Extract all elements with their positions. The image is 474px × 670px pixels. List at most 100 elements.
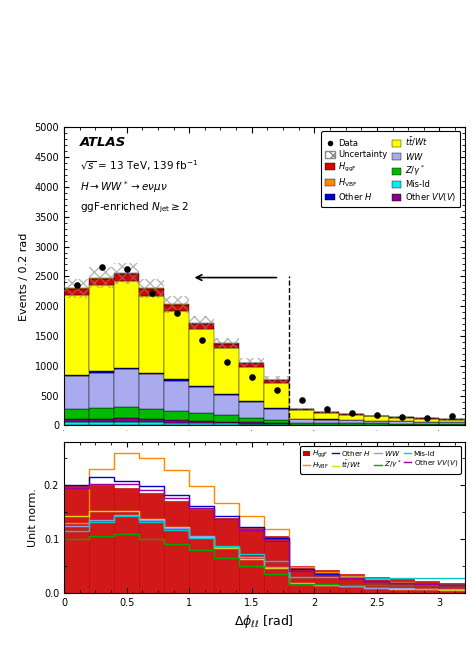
Bar	[264, 423, 289, 424]
Point	[198, 334, 205, 345]
Bar	[164, 311, 189, 379]
Bar	[164, 411, 189, 420]
Bar	[289, 566, 314, 593]
Bar	[189, 328, 214, 386]
Bar	[439, 419, 465, 421]
Bar	[289, 419, 314, 423]
Bar	[89, 485, 114, 593]
Y-axis label: Events / 0.2 rad: Events / 0.2 rad	[19, 232, 29, 320]
Bar	[89, 285, 114, 371]
Bar	[339, 423, 365, 425]
Bar	[114, 275, 139, 281]
Bar	[164, 296, 189, 313]
Bar	[114, 488, 139, 593]
Bar	[314, 419, 339, 423]
Bar	[114, 421, 139, 425]
Bar	[214, 421, 239, 423]
Bar	[314, 413, 339, 419]
Bar	[365, 417, 390, 421]
Bar	[339, 420, 365, 423]
Bar	[89, 371, 114, 373]
Bar	[390, 421, 414, 423]
Bar	[314, 570, 339, 593]
Point	[323, 403, 331, 414]
Bar	[89, 278, 114, 279]
Bar	[114, 281, 139, 368]
Bar	[289, 408, 314, 410]
Bar	[289, 410, 314, 419]
Bar	[264, 424, 289, 425]
Point	[348, 407, 356, 418]
Bar	[164, 501, 189, 593]
Bar	[414, 581, 439, 593]
Bar	[214, 394, 239, 395]
Bar	[439, 583, 465, 593]
Bar	[139, 279, 164, 298]
Legend: $H_{\rm ggF}$, $H_{\rm VBF}$, Other $H$, $t\bar{t}/Wt$, $WW$, $Z/\gamma^*$, Mis-: $H_{\rm ggF}$, $H_{\rm VBF}$, Other $H$,…	[300, 446, 461, 474]
Point	[373, 409, 381, 420]
Bar	[64, 279, 89, 298]
Bar	[64, 288, 89, 289]
Bar	[365, 423, 390, 425]
Bar	[365, 421, 390, 423]
Point	[148, 287, 155, 298]
Bar	[214, 338, 239, 349]
Bar	[164, 379, 189, 381]
Point	[223, 357, 230, 368]
Bar	[414, 419, 439, 421]
Bar	[189, 413, 214, 421]
Bar	[390, 423, 414, 425]
Bar	[64, 377, 89, 409]
Bar	[314, 412, 339, 413]
Bar	[139, 373, 164, 375]
Bar	[139, 493, 164, 593]
Point	[398, 411, 406, 422]
Bar	[89, 419, 114, 422]
Bar	[390, 418, 414, 421]
Bar	[264, 537, 289, 593]
Bar	[339, 415, 365, 420]
Bar	[439, 423, 465, 425]
Bar	[164, 304, 189, 305]
Bar	[64, 419, 89, 422]
Bar	[239, 423, 264, 424]
Bar	[414, 417, 439, 419]
Bar	[214, 348, 239, 394]
Bar	[64, 409, 89, 419]
Bar	[189, 316, 214, 330]
Bar	[139, 409, 164, 419]
Bar	[89, 422, 114, 425]
Point	[173, 308, 181, 319]
Bar	[239, 363, 264, 367]
Bar	[114, 407, 139, 418]
Bar	[365, 415, 390, 416]
Bar	[164, 420, 189, 423]
Bar	[139, 422, 164, 425]
Point	[273, 385, 281, 395]
Bar	[214, 517, 239, 593]
Bar	[164, 381, 189, 411]
Bar	[64, 295, 89, 375]
Bar	[264, 420, 289, 423]
Bar	[64, 422, 89, 425]
Bar	[264, 383, 289, 408]
Point	[298, 395, 306, 406]
Bar	[89, 408, 114, 419]
Bar	[365, 577, 390, 593]
Bar	[139, 295, 164, 373]
Bar	[139, 375, 164, 409]
Point	[248, 372, 255, 383]
Legend: Data, Uncertainty, $H_{\rm ggF}$, $H_{\rm VBF}$, Other $H$, $t\bar{t}/Wt$, $WW$,: Data, Uncertainty, $H_{\rm ggF}$, $H_{\r…	[321, 131, 460, 207]
Bar	[64, 485, 89, 593]
Bar	[414, 421, 439, 423]
Bar	[189, 423, 214, 425]
Bar	[64, 375, 89, 377]
Bar	[390, 417, 414, 418]
Bar	[114, 368, 139, 369]
Bar	[189, 387, 214, 413]
Y-axis label: Unit norm.: Unit norm.	[28, 488, 38, 547]
Bar	[239, 401, 264, 417]
Bar	[289, 423, 314, 425]
Bar	[314, 423, 339, 425]
Bar	[339, 414, 365, 415]
